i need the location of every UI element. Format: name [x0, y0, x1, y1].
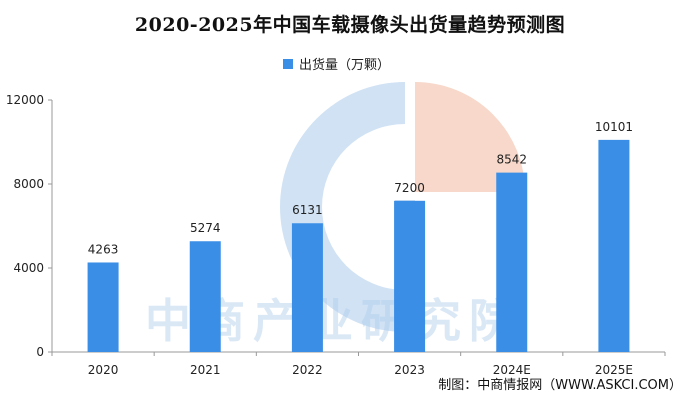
y-tick-label: 0	[36, 345, 44, 359]
source-footer: 制图：中商情报网（WWW.ASKCI.COM）	[438, 378, 682, 393]
x-tick-label: 2022	[292, 363, 323, 377]
bar-value-label: 4263	[88, 242, 119, 256]
bar	[394, 200, 426, 352]
x-tick-label: 2020	[88, 363, 119, 377]
bar	[291, 223, 323, 352]
bar-value-label: 7200	[394, 181, 425, 195]
legend-label: 出货量（万颗）	[299, 58, 391, 73]
bar-value-label: 5274	[190, 221, 221, 235]
legend-swatch	[283, 58, 293, 69]
y-tick-label: 12000	[6, 93, 44, 107]
chart-title: 2020-2025年中国车载摄像头出货量趋势预测图	[134, 14, 566, 36]
y-tick-label: 8000	[13, 177, 44, 191]
bar	[598, 139, 630, 352]
y-tick-label: 4000	[13, 261, 44, 275]
x-tick-label: 2024E	[493, 363, 531, 377]
bar	[87, 262, 119, 352]
legend: 出货量（万颗）	[283, 54, 390, 73]
x-tick-label: 2021	[190, 363, 221, 377]
watermark-arc-right	[415, 82, 525, 192]
bar	[496, 172, 528, 352]
x-tick-label: 2023	[394, 363, 425, 377]
x-tick-label: 2025E	[595, 363, 633, 377]
bar	[189, 241, 221, 352]
bar-value-label: 10101	[595, 120, 633, 134]
bar-value-label: 6131	[292, 203, 323, 217]
bar-value-label: 8542	[496, 153, 527, 167]
